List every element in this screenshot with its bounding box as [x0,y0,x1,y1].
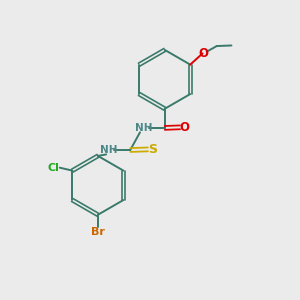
Text: S: S [148,143,158,156]
Text: Br: Br [91,227,105,237]
Text: NH: NH [100,145,118,155]
Text: O: O [198,46,208,60]
Text: NH: NH [135,123,152,133]
Text: O: O [179,121,190,134]
Text: Cl: Cl [48,163,60,173]
